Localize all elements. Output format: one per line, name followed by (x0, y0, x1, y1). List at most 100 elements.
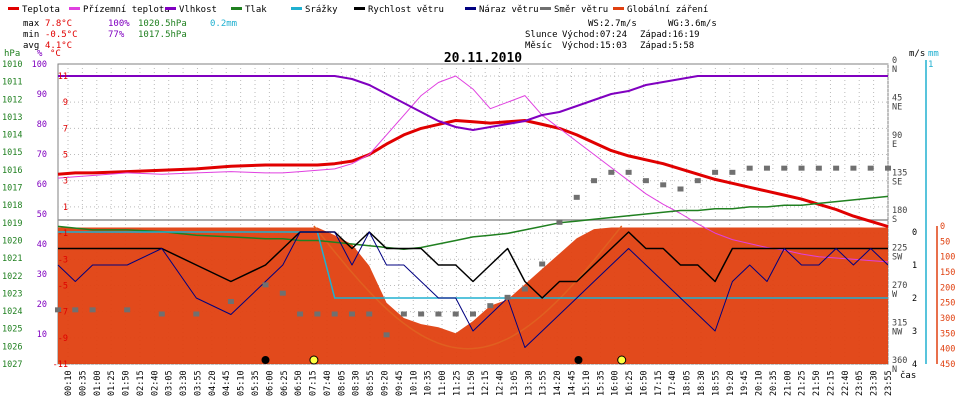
axis-tick-hpa: 1011 (2, 78, 22, 88)
axis-tick-time: 08:05 (337, 370, 347, 396)
axis-tick-time: 00:10 (64, 370, 74, 396)
axis-tick-time: 21:00 (783, 370, 793, 396)
axis-tick-time: 18:30 (697, 370, 707, 396)
axis-tick-time: 12:15 (481, 370, 491, 396)
axis-unit-hpa: hPa (4, 49, 20, 59)
series-point-smer-vetru (348, 311, 355, 317)
axis-tick-radiation: 100 (940, 253, 955, 263)
moonset-marker (261, 356, 270, 364)
series-point-smer-vetru (435, 311, 442, 317)
axis-tick-time: 14:45 (568, 370, 578, 396)
axis-tick-direction-name: S (892, 215, 897, 225)
axis-tick-time: 04:20 (208, 370, 218, 396)
series-line-prizemni-teplota (57, 75, 889, 263)
axis-tick-mm: 1 (928, 60, 933, 70)
axis-tick-hpa: 1019 (2, 219, 22, 229)
axis-tick-hpa: 1023 (2, 289, 22, 299)
axis-tick-hpa: 1020 (2, 236, 22, 246)
series-area-globalni-zareni (58, 227, 888, 364)
axis-unit-ms: m/s (909, 49, 925, 59)
axis-tick-time: 17:15 (654, 370, 664, 396)
axis-tick-celsius: -7 (58, 308, 68, 318)
series-point-smer-vetru (452, 311, 459, 317)
axis-tick-time: 00:35 (78, 370, 88, 396)
stats-min-press: 1017.5hPa (138, 30, 187, 40)
axis-tick-celsius: 1 (63, 203, 68, 213)
series-point-smer-vetru (383, 332, 390, 338)
axis-tick-percent: 50 (37, 210, 47, 220)
series-point-smer-vetru (158, 311, 165, 317)
axis-unit-percent: % (37, 49, 43, 59)
legend-swatch (354, 7, 365, 10)
series-point-smer-vetru (262, 282, 269, 288)
series-point-smer-vetru (521, 286, 528, 292)
axis-tick-direction-name: N (892, 365, 897, 375)
axis-tick-percent: 40 (37, 240, 47, 250)
info-sun-label: Slunce (525, 30, 558, 40)
series-point-smer-vetru (642, 178, 649, 184)
stats-max-press: 1020.5hPa (138, 19, 187, 29)
stats-min-hum: 77% (108, 30, 125, 40)
axis-tick-radiation: 300 (940, 314, 955, 324)
legend-label: Přízemní teplota (83, 5, 170, 15)
axis-tick-time: 22:15 (826, 370, 836, 396)
axis-tick-celsius: 11 (58, 72, 68, 82)
axis-tick-hpa: 1026 (2, 342, 22, 352)
legend-swatch (69, 7, 80, 10)
stats-max-rain: 0.2mm (210, 19, 237, 29)
series-point-smer-vetru (712, 169, 719, 175)
series-point-smer-vetru (89, 307, 96, 313)
axis-tick-percent: 80 (37, 120, 47, 130)
axis-tick-time: 01:00 (93, 370, 103, 396)
legend-label: Rychlost větru (368, 5, 444, 15)
series-line-vlhkost (58, 75, 888, 131)
series-line-teplota (57, 119, 889, 228)
axis-tick-percent: 100 (32, 60, 47, 70)
sunrise-marker (309, 355, 319, 365)
axis-tick-radiation: 0 (940, 222, 945, 232)
series-point-smer-vetru (781, 165, 788, 171)
axis-tick-time: 18:55 (711, 370, 721, 396)
axis-tick-time: 16:00 (611, 370, 621, 396)
info-moonset: Západ:5:58 (640, 41, 694, 51)
axis-tick-direction-name: SE (892, 178, 902, 188)
series-point-smer-vetru (487, 303, 494, 309)
axis-tick-time: 15:10 (582, 370, 592, 396)
axis-tick-time: 23:55 (884, 370, 894, 396)
axis-tick-ms: 1 (912, 261, 917, 271)
axis-tick-time: 11:50 (467, 370, 477, 396)
axis-tick-percent: 70 (37, 150, 47, 160)
series-point-smer-vetru (279, 290, 286, 296)
series-point-smer-vetru (72, 307, 79, 313)
series-point-smer-vetru (573, 194, 580, 200)
axis-unit-mm: mm (928, 49, 939, 59)
axis-tick-time: 01:25 (107, 370, 117, 396)
axis-tick-percent: 20 (37, 300, 47, 310)
legend-swatch (165, 7, 176, 10)
series-point-smer-vetru (366, 311, 373, 317)
axis-tick-direction: 360 (892, 356, 907, 366)
axis-tick-hpa: 1010 (2, 60, 22, 70)
series-point-smer-vetru (314, 311, 321, 317)
series-line-naraz-vetru (57, 231, 889, 348)
axis-tick-radiation: 350 (940, 329, 955, 339)
series-point-smer-vetru (729, 169, 736, 175)
axis-tick-time: 09:20 (380, 370, 390, 396)
axis-tick-hpa: 1024 (2, 307, 22, 317)
series-point-smer-vetru (763, 165, 770, 171)
axis-tick-time: 19:20 (726, 370, 736, 396)
axis-tick-direction-name: NW (892, 328, 903, 338)
axis-tick-celsius: -1 (58, 229, 68, 239)
axis-tick-radiation: 400 (940, 345, 955, 355)
axis-tick-time: 13:55 (539, 370, 549, 396)
axis-tick-time: 13:30 (524, 370, 534, 396)
series-point-smer-vetru (625, 169, 632, 175)
series-point-smer-vetru (694, 178, 701, 184)
axis-tick-time: 08:55 (366, 370, 376, 396)
axis-tick-direction: 0 (892, 56, 897, 66)
axis-tick-time: 15:35 (596, 370, 606, 396)
stats-max-hum: 100% (108, 19, 130, 29)
series-point-smer-vetru (331, 311, 338, 317)
